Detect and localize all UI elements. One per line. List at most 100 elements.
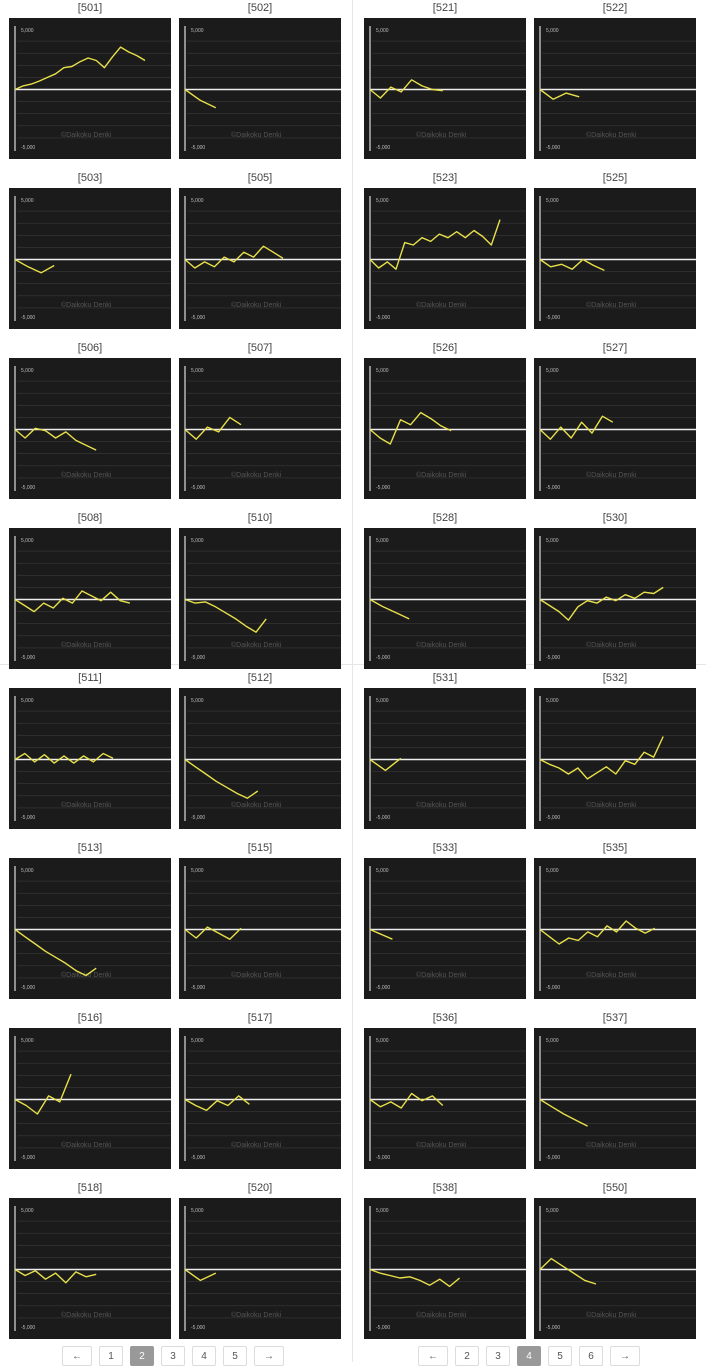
- machine-number[interactable]: [521]: [432, 2, 458, 14]
- machine-number[interactable]: [536]: [432, 1012, 458, 1024]
- machine-number[interactable]: [525]: [602, 172, 628, 184]
- page-button[interactable]: 3: [486, 1346, 510, 1366]
- machine-card[interactable]: [526] 5,000 -5,000 ©Daikoku Denki: [364, 340, 526, 510]
- machine-number[interactable]: [527]: [602, 342, 628, 354]
- machine-number[interactable]: [511]: [78, 672, 102, 684]
- machine-number[interactable]: [526]: [432, 342, 458, 354]
- slump-graph[interactable]: 5,000 -5,000 ©Daikoku Denki: [364, 688, 526, 829]
- slump-graph[interactable]: 5,000 -5,000 ©Daikoku Denki: [364, 1198, 526, 1339]
- slump-graph[interactable]: 5,000 -5,000 ©Daikoku Denki: [179, 688, 341, 829]
- slump-graph[interactable]: 5,000 -5,000 ©Daikoku Denki: [364, 858, 526, 999]
- machine-card[interactable]: [508] 5,000 -5,000 ©Daikoku Denki: [9, 510, 171, 680]
- slump-graph[interactable]: 5,000 -5,000 ©Daikoku Denki: [9, 688, 171, 829]
- slump-graph[interactable]: 5,000 -5,000 ©Daikoku Denki: [179, 1198, 341, 1339]
- machine-card[interactable]: [532] 5,000 -5,000 ©Daikoku Denki: [534, 670, 696, 840]
- slump-graph[interactable]: 5,000 -5,000 ©Daikoku Denki: [179, 358, 341, 499]
- machine-card[interactable]: [537] 5,000 -5,000 ©Daikoku Denki: [534, 1010, 696, 1180]
- slump-graph[interactable]: 5,000 -5,000 ©Daikoku Denki: [9, 358, 171, 499]
- machine-card[interactable]: [520] 5,000 -5,000 ©Daikoku Denki: [179, 1180, 341, 1350]
- slump-graph[interactable]: 5,000 -5,000 ©Daikoku Denki: [179, 188, 341, 329]
- slump-graph[interactable]: 5,000 -5,000 ©Daikoku Denki: [534, 1198, 696, 1339]
- page-button[interactable]: 2: [130, 1346, 154, 1366]
- machine-number[interactable]: [520]: [247, 1182, 273, 1194]
- machine-number[interactable]: [530]: [602, 512, 628, 524]
- machine-card[interactable]: [511] 5,000 -5,000 ©Daikoku Denki: [9, 670, 171, 840]
- slump-graph[interactable]: 5,000 -5,000 ©Daikoku Denki: [534, 1028, 696, 1169]
- machine-number[interactable]: [550]: [602, 1182, 628, 1194]
- next-page-button[interactable]: →: [254, 1346, 284, 1366]
- machine-card[interactable]: [513] 5,000 -5,000 ©Daikoku Denki: [9, 840, 171, 1010]
- machine-card[interactable]: [517] 5,000 -5,000 ©Daikoku Denki: [179, 1010, 341, 1180]
- page-button[interactable]: 4: [192, 1346, 216, 1366]
- machine-number[interactable]: [528]: [432, 512, 458, 524]
- slump-graph[interactable]: 5,000 -5,000 ©Daikoku Denki: [534, 188, 696, 329]
- machine-number[interactable]: [532]: [602, 672, 628, 684]
- slump-graph[interactable]: 5,000 -5,000 ©Daikoku Denki: [364, 528, 526, 669]
- slump-graph[interactable]: 5,000 -5,000 ©Daikoku Denki: [9, 18, 171, 159]
- prev-page-button[interactable]: ←: [62, 1346, 92, 1366]
- slump-graph[interactable]: 5,000 -5,000 ©Daikoku Denki: [364, 358, 526, 499]
- page-button[interactable]: 5: [548, 1346, 572, 1366]
- machine-card[interactable]: [538] 5,000 -5,000 ©Daikoku Denki: [364, 1180, 526, 1350]
- machine-number[interactable]: [506]: [77, 342, 103, 354]
- machine-card[interactable]: [530] 5,000 -5,000 ©Daikoku Denki: [534, 510, 696, 680]
- machine-card[interactable]: [507] 5,000 -5,000 ©Daikoku Denki: [179, 340, 341, 510]
- machine-number[interactable]: [510]: [247, 512, 273, 524]
- slump-graph[interactable]: 5,000 -5,000 ©Daikoku Denki: [179, 528, 341, 669]
- machine-number[interactable]: [518]: [77, 1182, 103, 1194]
- machine-number[interactable]: [531]: [432, 672, 458, 684]
- slump-graph[interactable]: 5,000 -5,000 ©Daikoku Denki: [9, 1198, 171, 1339]
- machine-card[interactable]: [523] 5,000 -5,000 ©Daikoku Denki: [364, 170, 526, 340]
- machine-number[interactable]: [513]: [77, 842, 103, 854]
- machine-card[interactable]: [505] 5,000 -5,000 ©Daikoku Denki: [179, 170, 341, 340]
- machine-card[interactable]: [512] 5,000 -5,000 ©Daikoku Denki: [179, 670, 341, 840]
- machine-number[interactable]: [501]: [77, 2, 103, 14]
- slump-graph[interactable]: 5,000 -5,000 ©Daikoku Denki: [179, 858, 341, 999]
- machine-number[interactable]: [512]: [247, 672, 273, 684]
- page-button[interactable]: 2: [455, 1346, 479, 1366]
- slump-graph[interactable]: 5,000 -5,000 ©Daikoku Denki: [534, 528, 696, 669]
- machine-card[interactable]: [535] 5,000 -5,000 ©Daikoku Denki: [534, 840, 696, 1010]
- next-page-button[interactable]: →: [610, 1346, 640, 1366]
- slump-graph[interactable]: 5,000 -5,000 ©Daikoku Denki: [179, 1028, 341, 1169]
- page-button[interactable]: 1: [99, 1346, 123, 1366]
- machine-card[interactable]: [518] 5,000 -5,000 ©Daikoku Denki: [9, 1180, 171, 1350]
- prev-page-button[interactable]: ←: [418, 1346, 448, 1366]
- machine-card[interactable]: [503] 5,000 -5,000 ©Daikoku Denki: [9, 170, 171, 340]
- slump-graph[interactable]: 5,000 -5,000 ©Daikoku Denki: [9, 528, 171, 669]
- slump-graph[interactable]: 5,000 -5,000 ©Daikoku Denki: [534, 18, 696, 159]
- slump-graph[interactable]: 5,000 -5,000 ©Daikoku Denki: [534, 358, 696, 499]
- slump-graph[interactable]: 5,000 -5,000 ©Daikoku Denki: [364, 188, 526, 329]
- machine-card[interactable]: [531] 5,000 -5,000 ©Daikoku Denki: [364, 670, 526, 840]
- machine-number[interactable]: [502]: [247, 2, 273, 14]
- slump-graph[interactable]: 5,000 -5,000 ©Daikoku Denki: [179, 18, 341, 159]
- slump-graph[interactable]: 5,000 -5,000 ©Daikoku Denki: [364, 18, 526, 159]
- page-button[interactable]: 4: [517, 1346, 541, 1366]
- machine-card[interactable]: [527] 5,000 -5,000 ©Daikoku Denki: [534, 340, 696, 510]
- slump-graph[interactable]: 5,000 -5,000 ©Daikoku Denki: [534, 688, 696, 829]
- machine-card[interactable]: [533] 5,000 -5,000 ©Daikoku Denki: [364, 840, 526, 1010]
- machine-number[interactable]: [507]: [247, 342, 273, 354]
- page-button[interactable]: 3: [161, 1346, 185, 1366]
- machine-number[interactable]: [523]: [432, 172, 458, 184]
- machine-number[interactable]: [537]: [602, 1012, 628, 1024]
- machine-card[interactable]: [521] 5,000 -5,000 ©Daikoku Denki: [364, 0, 526, 170]
- machine-card[interactable]: [528] 5,000 -5,000 ©Daikoku Denki: [364, 510, 526, 680]
- machine-card[interactable]: [506] 5,000 -5,000 ©Daikoku Denki: [9, 340, 171, 510]
- machine-card[interactable]: [501] 5,000 -5,000 ©Daikoku Denki: [9, 0, 171, 170]
- machine-number[interactable]: [515]: [247, 842, 273, 854]
- machine-number[interactable]: [516]: [77, 1012, 103, 1024]
- machine-number[interactable]: [533]: [432, 842, 458, 854]
- machine-card[interactable]: [502] 5,000 -5,000 ©Daikoku Denki: [179, 0, 341, 170]
- slump-graph[interactable]: 5,000 -5,000 ©Daikoku Denki: [534, 858, 696, 999]
- machine-number[interactable]: [538]: [432, 1182, 458, 1194]
- page-button[interactable]: 6: [579, 1346, 603, 1366]
- machine-number[interactable]: [503]: [77, 172, 103, 184]
- slump-graph[interactable]: 5,000 -5,000 ©Daikoku Denki: [9, 1028, 171, 1169]
- machine-number[interactable]: [517]: [247, 1012, 273, 1024]
- machine-number[interactable]: [535]: [602, 842, 628, 854]
- machine-card[interactable]: [536] 5,000 -5,000 ©Daikoku Denki: [364, 1010, 526, 1180]
- machine-card[interactable]: [522] 5,000 -5,000 ©Daikoku Denki: [534, 0, 696, 170]
- page-button[interactable]: 5: [223, 1346, 247, 1366]
- slump-graph[interactable]: 5,000 -5,000 ©Daikoku Denki: [9, 858, 171, 999]
